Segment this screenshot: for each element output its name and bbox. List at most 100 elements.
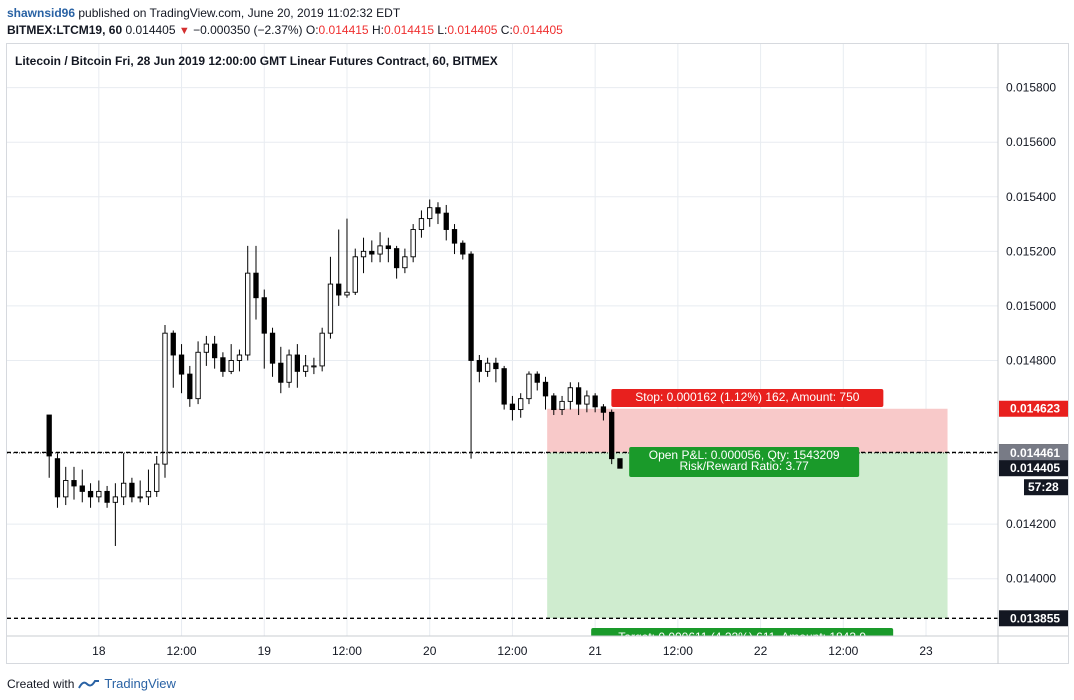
target-label-text: Target: 0.000611 (4.22%) 611, Amount: 18… — [618, 630, 866, 644]
countdown: 57:28 — [1028, 480, 1059, 494]
position-labels: Stop: 0.000162 (1.12%) 162, Amount: 750 O… — [591, 389, 894, 644]
chart-title: Litecoin / Bitcoin Fri, 28 Jun 2019 12:0… — [15, 54, 498, 68]
candle-up — [228, 360, 234, 372]
candle-down — [600, 406, 607, 413]
candle-up — [344, 291, 350, 296]
candle-down — [534, 373, 540, 383]
tradingview-logo-icon — [78, 679, 100, 688]
candle-up — [195, 351, 201, 400]
candle-up — [162, 332, 168, 465]
y-tick-label: 0.015400 — [1006, 190, 1056, 204]
ohlc-open: 0.014415 — [318, 23, 369, 37]
pnl-label-bg — [629, 447, 860, 477]
candle-down — [178, 354, 185, 375]
candle-up — [112, 496, 119, 503]
candle-down — [509, 403, 516, 411]
candle-up — [319, 332, 325, 367]
candle-up — [377, 245, 383, 255]
stop-label-text: Stop: 0.000162 (1.12%) 162, Amount: 750 — [635, 390, 859, 404]
candle-down — [443, 212, 449, 230]
ohlc-high-label: H: — [371, 23, 384, 37]
candle-down — [592, 395, 598, 408]
candle-down — [170, 332, 176, 356]
x-tick-label: 23 — [919, 644, 933, 658]
x-tick-label: 12:00 — [828, 644, 858, 658]
position-zones — [547, 408, 948, 619]
candle-down — [609, 411, 615, 460]
down-triangle-icon: ▼ — [178, 25, 190, 37]
candle-down — [385, 245, 391, 250]
candle-up — [567, 387, 573, 402]
candle-down — [369, 250, 375, 255]
candle-down — [71, 480, 77, 487]
candle-down — [435, 207, 441, 214]
candle-down — [269, 332, 276, 364]
stop-zone — [547, 408, 948, 453]
candle-up — [96, 490, 102, 498]
ohlc-low: 0.014405 — [447, 23, 498, 37]
candle-down — [575, 387, 582, 405]
candle-down — [54, 458, 61, 498]
last-price: 0.014405 — [125, 23, 176, 37]
target-label: Target: 0.000611 (4.22%) 611, Amount: 18… — [591, 628, 894, 644]
axis-stop-price-bg — [999, 400, 1068, 417]
y-tick-label: 0.014200 — [1006, 517, 1056, 531]
x-tick-label: 22 — [754, 644, 768, 658]
candle-up — [203, 343, 210, 353]
candle-down — [211, 343, 218, 359]
candle-up — [311, 365, 317, 368]
candle-up — [410, 229, 416, 258]
symbol-label: BITMEX:LTCM19, 60 — [7, 23, 123, 37]
y-tick-label: 0.014000 — [1006, 572, 1056, 586]
y-tick-label: 0.015800 — [1006, 81, 1056, 95]
candle-down — [493, 362, 499, 370]
countdown-bg — [1024, 479, 1068, 496]
candle-down — [468, 253, 474, 361]
candle-up — [63, 480, 69, 498]
axis-last-price-bg — [999, 460, 1068, 477]
ohlc-high: 0.014415 — [383, 23, 435, 37]
candle-up — [245, 272, 251, 356]
candle-down — [542, 381, 549, 397]
axis-target-price-bg — [999, 610, 1068, 627]
stop-label-bg — [611, 389, 884, 407]
axes: 0.015800 0.015600 0.015400 0.015200 0.015000… — [7, 44, 1068, 664]
created-with-text: Created with — [7, 676, 75, 691]
candle-down — [129, 482, 135, 498]
candle-down — [79, 485, 85, 492]
tradingview-brand[interactable]: TradingView — [104, 676, 176, 691]
candle-down — [187, 373, 193, 400]
chart-frame[interactable] — [6, 43, 1069, 664]
y-tick-label: 0.015200 — [1006, 244, 1056, 258]
publish-info: shawnsid96 published on TradingView.com,… — [7, 6, 400, 20]
axis-stop-price: 0.014623 — [1010, 402, 1060, 416]
ohlc-close: 0.014405 — [512, 23, 563, 37]
candle-down — [460, 242, 466, 255]
axis-last-price: 0.014405 — [1010, 461, 1060, 475]
candle-down — [261, 297, 267, 334]
pnl-label-text: Risk/Reward Ratio: 3.77 — [679, 459, 809, 473]
price-change: −0.000350 (−2.37%) — [193, 23, 303, 37]
candle-up — [120, 482, 127, 498]
candle-down — [617, 458, 623, 469]
candle-down — [220, 357, 226, 372]
footer: Created with TradingView — [7, 676, 176, 691]
x-tick-label: 12:00 — [167, 644, 197, 658]
candle-up — [302, 365, 309, 372]
author-link[interactable]: shawnsid96 — [7, 6, 76, 20]
ohlc-low-label: L: — [437, 23, 448, 37]
x-tick-label: 21 — [588, 644, 602, 658]
candle-down — [393, 248, 400, 269]
x-tick-label: 18 — [92, 644, 106, 658]
x-tick-label: 12:00 — [332, 644, 362, 658]
candle-up — [559, 400, 565, 411]
publish-text: published on TradingView.com, June 20, 2… — [78, 6, 401, 20]
candle-up — [484, 362, 491, 372]
symbol-info: BITMEX:LTCM19, 60 0.014405 ▼ −0.000350 (… — [7, 23, 563, 37]
candle-down — [294, 354, 301, 372]
candle-down — [253, 272, 259, 299]
ohlc-open-label: O: — [305, 23, 319, 37]
candle-down — [104, 490, 110, 503]
candle-down — [46, 414, 52, 457]
